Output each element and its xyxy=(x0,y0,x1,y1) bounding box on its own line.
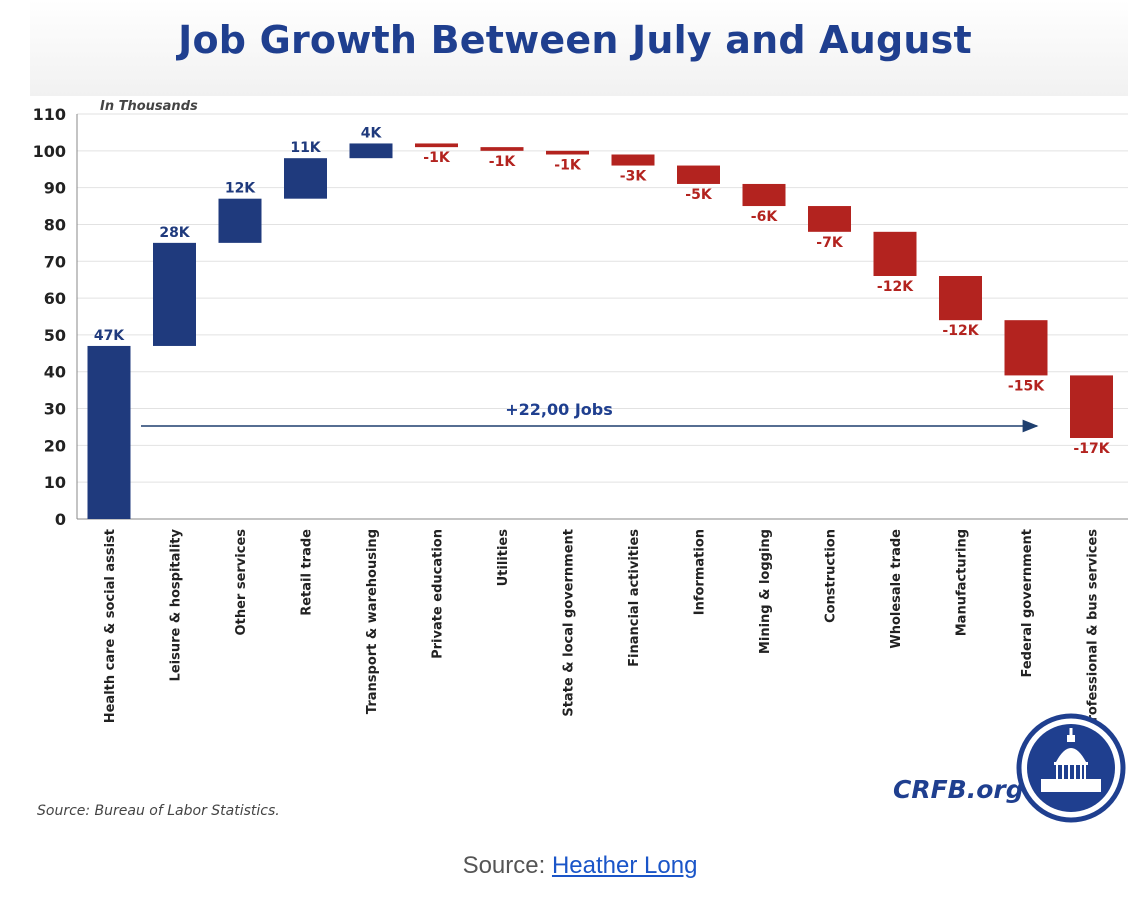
x-tick-label: Mining & logging xyxy=(758,529,773,654)
bar-value-label: -7K xyxy=(816,235,844,251)
image-caption: Source: Heather Long xyxy=(0,852,1136,880)
title-band xyxy=(30,0,1128,96)
bar xyxy=(480,147,524,151)
x-tick-label: Professional & bus services xyxy=(1086,529,1101,731)
bar xyxy=(677,165,720,184)
bar xyxy=(742,183,786,207)
y-tick-label: 50 xyxy=(44,326,66,345)
y-tick-label: 70 xyxy=(44,252,66,271)
y-tick-label: 60 xyxy=(44,289,66,308)
crfb-seal xyxy=(1016,713,1126,823)
bar-value-label: -6K xyxy=(751,209,779,225)
x-tick-label: Financial activities xyxy=(627,529,642,667)
bar xyxy=(1070,375,1113,438)
y-tick-label: 110 xyxy=(33,105,66,124)
caption-prefix: Source: xyxy=(462,852,546,879)
y-tick-label: 0 xyxy=(55,510,66,529)
bar-value-label: -12K xyxy=(877,279,914,295)
y-tick-label: 100 xyxy=(33,142,66,161)
bar xyxy=(546,150,589,155)
bar xyxy=(1004,320,1048,376)
x-tick-label: Retail trade xyxy=(300,529,315,616)
bar xyxy=(218,198,262,243)
y-tick-label: 20 xyxy=(44,436,66,455)
source-note: Source: Bureau of Labor Statistics. xyxy=(37,803,280,819)
crfb-brand-text: CRFB.org xyxy=(893,775,1024,804)
x-tick-label: Other services xyxy=(234,529,249,636)
axes xyxy=(76,114,1128,520)
bar-value-label: -3K xyxy=(620,169,648,185)
bar-value-label: -5K xyxy=(685,187,713,203)
bar xyxy=(349,143,393,159)
total-annotation: +22,00 Jobs xyxy=(141,400,1039,433)
x-tick-label: Construction xyxy=(824,529,839,623)
bar-value-label: -15K xyxy=(1008,378,1045,394)
x-tick-label: Wholesale trade xyxy=(889,529,904,649)
x-tick-labels: Health care & social assist Leisure & hos… xyxy=(103,528,1101,731)
x-tick-label: Utilities xyxy=(496,529,511,587)
bar-value-label: -17K xyxy=(1073,441,1110,457)
y-tick-label: 90 xyxy=(44,179,66,198)
y-tick-label: 40 xyxy=(44,363,66,382)
x-tick-label: Information xyxy=(693,529,708,615)
chart-title: Job Growth Between July and August xyxy=(178,18,972,62)
bar xyxy=(808,206,851,232)
bar xyxy=(284,158,327,199)
bar-value-labels: 47K 28K 12K 11K 4K -1K -1K -1K -3K -5K -6K -7K -12K -… xyxy=(94,125,1111,457)
bar-value-label: -1K xyxy=(554,158,582,174)
x-tick-label: Transport & warehousing xyxy=(365,529,380,714)
y-tick-label: 80 xyxy=(44,215,66,234)
bar-value-label: 47K xyxy=(94,328,125,344)
bar xyxy=(87,345,131,519)
x-tick-label: Private education xyxy=(431,529,446,659)
x-tick-label: Manufacturing xyxy=(955,529,970,636)
total-annotation-label: +22,00 Jobs xyxy=(505,400,613,419)
caption-author-link[interactable]: Heather Long xyxy=(551,852,698,879)
bar xyxy=(939,276,982,321)
bar xyxy=(873,231,917,276)
chart-card: Job Growth Between July and August In Th… xyxy=(30,0,1128,823)
bar-value-label: 28K xyxy=(159,225,190,241)
x-tick-label: Leisure & hospitality xyxy=(169,528,184,681)
bar xyxy=(611,154,655,166)
x-tick-label: Federal government xyxy=(1020,529,1035,677)
unit-label: In Thousands xyxy=(100,99,198,114)
bar xyxy=(415,143,458,148)
capitol-dome-icon xyxy=(1041,728,1101,792)
y-tick-label: 30 xyxy=(44,400,66,419)
x-tick-label: Health care & social assist xyxy=(103,529,118,723)
y-tick-labels: 0 10 20 30 40 50 60 70 80 90 100 110 xyxy=(33,105,66,529)
x-tick-label: State & local government xyxy=(562,529,577,717)
bar-value-label: -1K xyxy=(489,154,517,170)
bar xyxy=(153,242,196,346)
y-tick-label: 10 xyxy=(44,473,66,492)
bar-value-label: 12K xyxy=(225,181,256,197)
bar-value-label: -12K xyxy=(942,323,979,339)
bar-value-label: -1K xyxy=(423,150,451,166)
waterfall-chart: In Thousands 0 10 20 30 40 50 60 70 80 90 100 110 4… xyxy=(33,99,1128,823)
bar-value-label: 4K xyxy=(361,125,383,141)
bar-value-label: 11K xyxy=(290,140,321,156)
bars xyxy=(87,143,1113,519)
